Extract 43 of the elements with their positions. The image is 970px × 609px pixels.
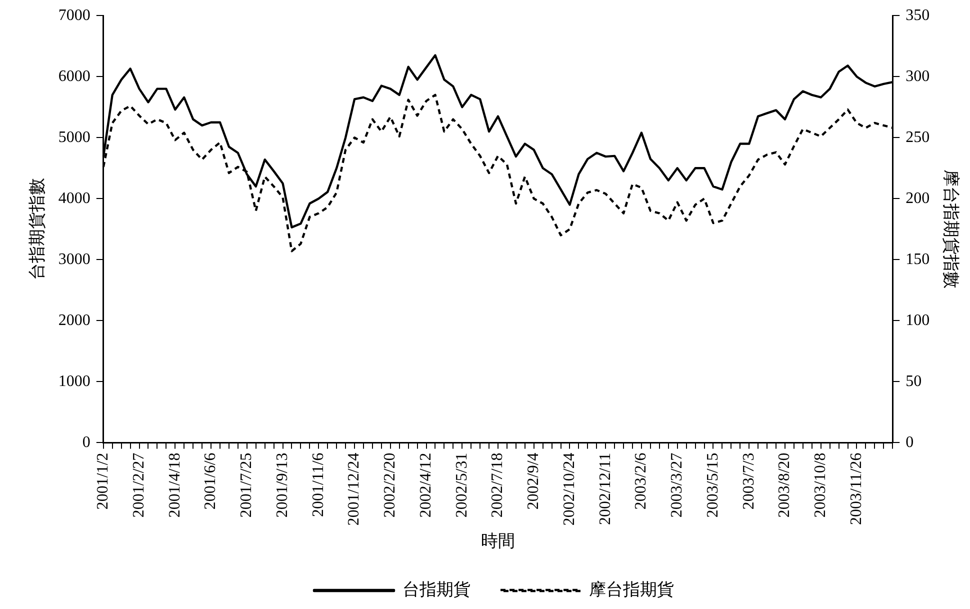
x-tick-label: 2001/1/2 [94, 452, 112, 510]
y-tick-label: 0 [82, 434, 90, 451]
x-tick-label: 2003/10/8 [812, 452, 830, 518]
x-tick-label: 2002/12/11 [596, 452, 614, 526]
x-tick-label: 2002/10/24 [560, 452, 578, 526]
y-tick-label: 1000 [58, 372, 90, 390]
x-tick-label: 2003/8/20 [776, 452, 794, 518]
y2-tick-label: 350 [906, 6, 930, 24]
x-tick-label: 2003/3/27 [668, 452, 686, 518]
x-tick-label: 2003/5/15 [704, 452, 722, 518]
x-tick-label: 2001/7/25 [238, 452, 256, 518]
x-tick-label: 2002/2/20 [382, 452, 399, 518]
y-tick-label: 3000 [58, 250, 90, 268]
y-tick-label: 4000 [58, 190, 90, 207]
y2-tick-label: 300 [906, 68, 930, 85]
y-tick-label: 6000 [58, 68, 90, 85]
y2-tick-label: 0 [906, 434, 914, 451]
x-tick-label: 2001/9/13 [274, 452, 291, 518]
y2-tick-label: 100 [906, 312, 930, 329]
y-axis-title: 台指期貨指數 [28, 178, 47, 280]
x-tick-label: 2003/11/26 [848, 452, 865, 526]
x-tick-label: 2002/9/4 [525, 452, 542, 510]
x-tick-label: 2002/5/31 [453, 452, 470, 518]
x-axis-title: 時間 [481, 531, 515, 550]
x-tick-label: 2002/7/18 [489, 452, 506, 518]
y2-tick-label: 150 [906, 250, 930, 268]
y-tick-label: 2000 [58, 312, 90, 329]
x-tick-label: 2001/4/18 [166, 452, 184, 518]
legend-label: 台指期貨 [402, 580, 470, 599]
y2-axis-title: 摩台指期貨指數 [941, 170, 960, 289]
y2-tick-label: 50 [906, 372, 922, 390]
x-tick-label: 2003/7/3 [740, 452, 758, 510]
x-tick-label: 2002/4/12 [417, 452, 434, 518]
x-tick-label: 2001/11/6 [310, 452, 327, 518]
x-tick-label: 2003/2/6 [632, 452, 650, 510]
y2-tick-label: 250 [906, 128, 930, 146]
y2-tick-label: 200 [906, 190, 930, 207]
y-tick-label: 5000 [58, 128, 90, 146]
x-tick-label: 2001/2/27 [130, 452, 148, 518]
legend-label: 摩台指期貨 [589, 580, 674, 599]
y-tick-label: 7000 [58, 6, 90, 24]
x-tick-label: 2001/12/24 [346, 452, 363, 526]
x-tick-label: 2001/6/6 [202, 452, 220, 510]
